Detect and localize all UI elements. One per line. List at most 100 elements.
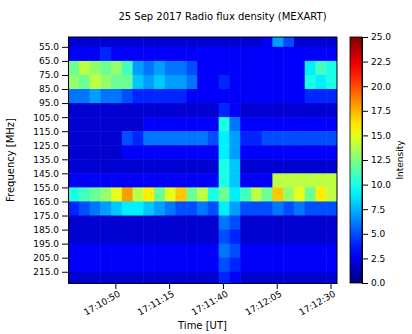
- heatmap-cell: [197, 230, 208, 245]
- heatmap-cell: [315, 216, 326, 231]
- heatmap-cell: [68, 244, 79, 259]
- zticks-tick-mark: [362, 111, 368, 112]
- zticks-tick: 20.0: [362, 82, 391, 92]
- heatmap-cell: [79, 201, 90, 216]
- heatmap-cell: [143, 75, 154, 90]
- heatmap-cell: [90, 75, 101, 90]
- xticks-tick: 17:11:40: [190, 283, 230, 318]
- heatmap-cell: [143, 37, 154, 47]
- heatmap-cell: [176, 89, 187, 104]
- heatmap-cell: [79, 37, 90, 47]
- heatmap-cell: [100, 131, 111, 146]
- heatmap-cell: [122, 131, 133, 146]
- heatmap-cell: [122, 272, 133, 283]
- heatmap-cell: [68, 230, 79, 245]
- heatmap-cell: [283, 244, 294, 259]
- heatmap-cell: [100, 37, 111, 47]
- heatmap-cell: [272, 272, 283, 283]
- heatmap-cell: [90, 159, 101, 174]
- zticks-tick-label: 12.5: [371, 155, 391, 165]
- heatmap-cell: [240, 272, 251, 283]
- zticks-tick-mark: [362, 185, 368, 186]
- heatmap-cell: [165, 89, 176, 104]
- heatmap-cell: [122, 145, 133, 160]
- yticks-tick: 85.0: [39, 84, 68, 94]
- heatmap-cell: [240, 187, 251, 202]
- heatmap-cell: [197, 37, 208, 47]
- heatmap-cell: [111, 131, 122, 146]
- heatmap-cell: [219, 89, 230, 104]
- heatmap-cell: [208, 47, 219, 62]
- heatmap-cell: [133, 230, 144, 245]
- heatmap-cell: [229, 89, 240, 104]
- heatmap-cell: [68, 75, 79, 90]
- heatmap-cell: [90, 117, 101, 132]
- heatmap-cell: [79, 145, 90, 160]
- heatmap-cell: [90, 230, 101, 245]
- heatmap-cell: [90, 131, 101, 146]
- heatmap-cell: [197, 89, 208, 104]
- heatmap-cell: [143, 61, 154, 76]
- heatmap-cell: [79, 244, 90, 259]
- heatmap-cell: [240, 230, 251, 245]
- yticks-tick-mark: [62, 61, 68, 62]
- heatmap-cell: [294, 272, 305, 283]
- heatmap-cell: [262, 89, 273, 104]
- yticks-tick-mark: [62, 103, 68, 104]
- heatmap-cell: [186, 159, 197, 174]
- heatmap-cell: [305, 201, 316, 216]
- heatmap-cell: [186, 47, 197, 62]
- heatmap-cell: [283, 89, 294, 104]
- heatmap-cell: [240, 75, 251, 90]
- heatmap-cell: [283, 131, 294, 146]
- heatmap-cell: [315, 187, 326, 202]
- heatmap-cell: [197, 216, 208, 231]
- heatmap-cell: [100, 117, 111, 132]
- heatmap-cell: [326, 159, 337, 174]
- heatmap-cell: [122, 244, 133, 259]
- zticks-tick-label: 17.5: [371, 106, 391, 116]
- heatmap-cell: [197, 131, 208, 146]
- heatmap-cell: [294, 258, 305, 273]
- zticks-tick-label: 22.5: [371, 57, 391, 67]
- heatmap-cell: [272, 103, 283, 118]
- heatmap-cell: [197, 61, 208, 76]
- heatmap-cell: [165, 159, 176, 174]
- heatmap-cell: [111, 89, 122, 104]
- heatmap-cell: [197, 47, 208, 62]
- heatmap-cell: [326, 230, 337, 245]
- heatmap-cell: [197, 244, 208, 259]
- heatmap-cell: [283, 258, 294, 273]
- heatmap-cell: [100, 173, 111, 188]
- heatmap-cell: [111, 103, 122, 118]
- heatmap-cell: [154, 244, 165, 259]
- heatmap-cell: [111, 230, 122, 245]
- heatmap-cell: [90, 89, 101, 104]
- heatmap-cell: [305, 159, 316, 174]
- heatmap-cell: [165, 272, 176, 283]
- heatmap-cell: [251, 230, 262, 245]
- heatmap-cell: [229, 230, 240, 245]
- yticks-tick: 185.0: [33, 225, 68, 235]
- heatmap-cell: [208, 258, 219, 273]
- heatmap-cell: [272, 201, 283, 216]
- heatmap-cell: [165, 216, 176, 231]
- heatmap-cell: [143, 131, 154, 146]
- heatmap-cell: [111, 201, 122, 216]
- zticks-tick-mark: [362, 283, 368, 284]
- heatmap-cell: [133, 131, 144, 146]
- heatmap-cell: [111, 159, 122, 174]
- heatmap-cell: [305, 258, 316, 273]
- heatmap-cell: [229, 61, 240, 76]
- heatmap-cell: [90, 201, 101, 216]
- heatmap-cell: [186, 131, 197, 146]
- heatmap-cell: [197, 117, 208, 132]
- heatmap-cell: [90, 103, 101, 118]
- heatmap-cell: [305, 145, 316, 160]
- heatmap-cell: [68, 61, 79, 76]
- heatmap-cell: [186, 244, 197, 259]
- heatmap-cell: [283, 159, 294, 174]
- yticks-tick: 145.0: [33, 169, 68, 179]
- heatmap-cell: [111, 61, 122, 76]
- heatmap-cell: [326, 103, 337, 118]
